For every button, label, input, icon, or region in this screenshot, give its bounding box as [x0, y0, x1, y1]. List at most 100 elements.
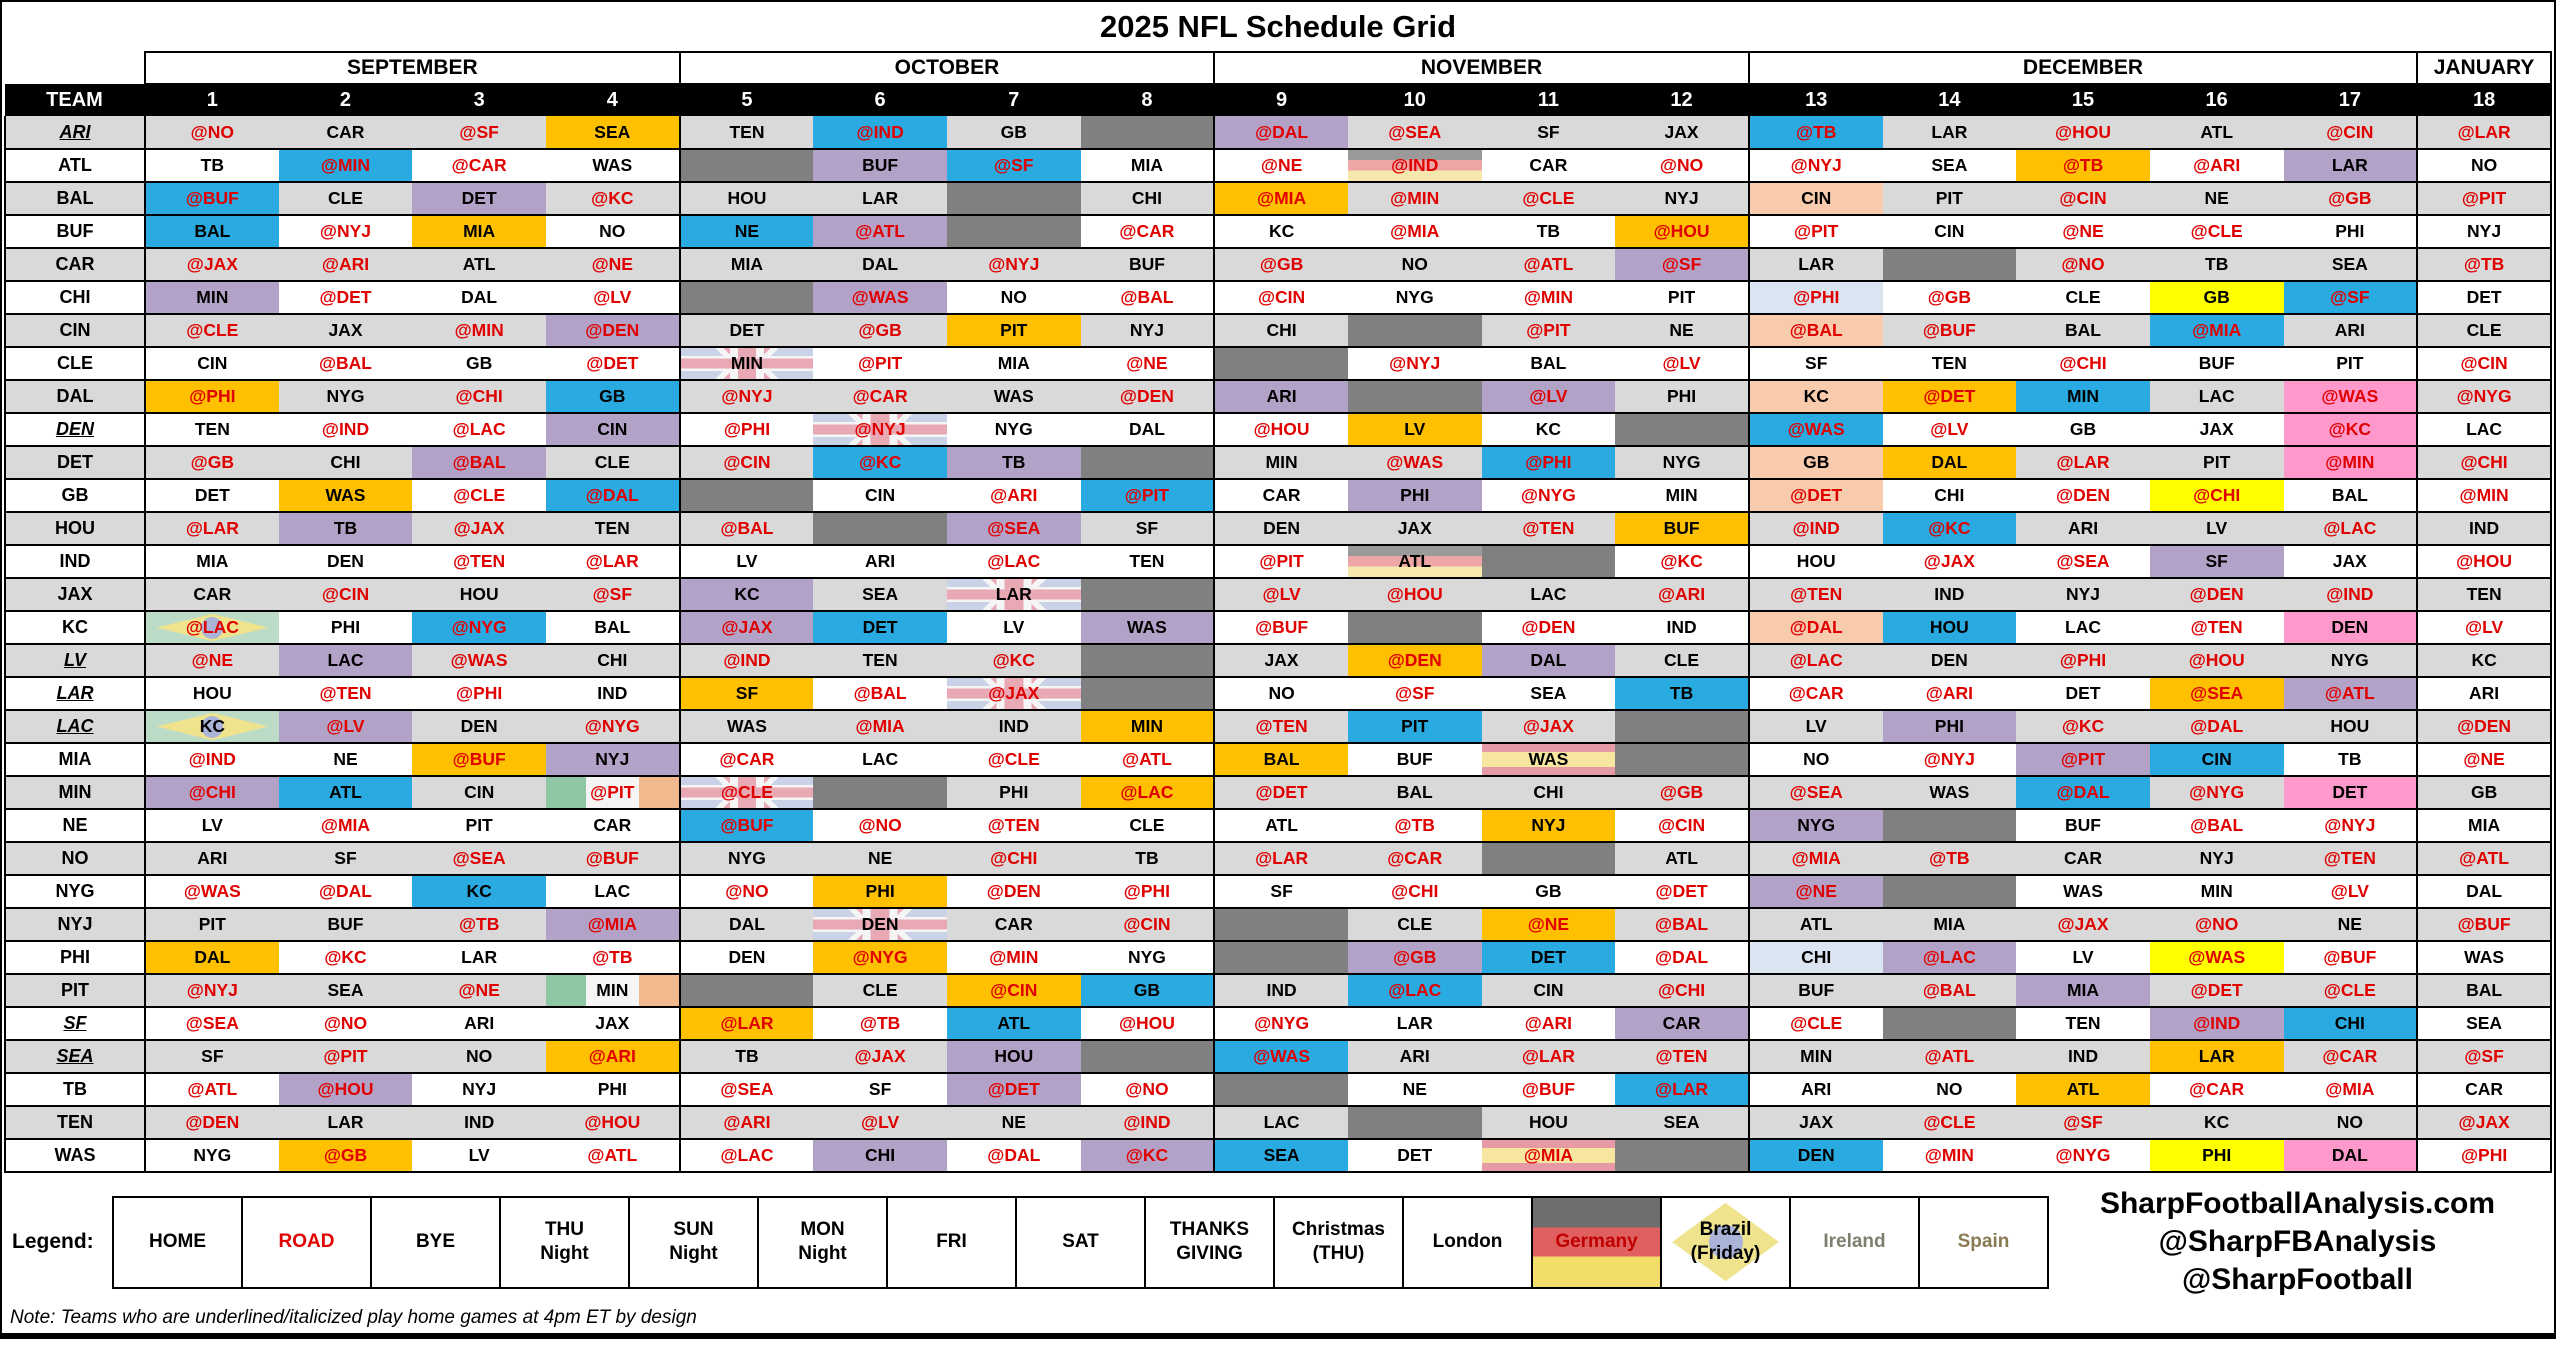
game-cell: @SEA	[2149, 677, 2284, 710]
opponent-label: MIN	[196, 287, 229, 307]
opponent-label: BUF	[2065, 815, 2101, 835]
team-abbr: ATL	[4, 149, 146, 182]
game-cell: @SF	[1348, 677, 1482, 710]
game-cell: @LAR	[1213, 842, 1348, 875]
opponent-label: DET	[2065, 683, 2101, 703]
opponent-label: LAC	[1263, 1112, 1300, 1132]
game-cell	[1080, 644, 1215, 677]
opponent-label: GB	[1535, 881, 1562, 901]
game-cell: @HOU	[2016, 116, 2150, 149]
opponent-label: ARI	[197, 848, 228, 868]
opponent-label: @CHI	[188, 782, 236, 802]
opponent-label: @NYG	[2189, 782, 2245, 802]
opponent-label: CHI	[865, 1145, 896, 1165]
legend-item-label: Germany	[1555, 1231, 1638, 1253]
opponent-label: ARI	[865, 551, 896, 571]
game-cell: DAL	[1081, 413, 1215, 446]
team-abbr: DAL	[4, 380, 146, 413]
game-cell: CHI	[279, 446, 413, 479]
opponent-label: LAC	[2065, 617, 2101, 637]
month-label: JANUARY	[2416, 51, 2552, 85]
team-row-HOU: HOU @LAR TB @JAX TEN @BAL @SEA SF DEN JAX @TEN BUF @…	[4, 512, 2552, 545]
game-cell: TEN	[2016, 1007, 2150, 1040]
opponent-label: @DEN	[986, 881, 1041, 901]
opponent-label: @SF	[2330, 287, 2370, 307]
game-cell: NYG	[1615, 446, 1749, 479]
opponent-label: @BUF	[720, 815, 774, 835]
game-cell: NYG	[1081, 941, 1215, 974]
game-cell: @LAC	[1882, 941, 2017, 974]
game-cell: @PHI	[678, 413, 814, 446]
game-cell	[678, 149, 814, 182]
game-cell: @GB	[144, 446, 279, 479]
game-cell: SF	[279, 842, 413, 875]
team-abbr: PHI	[4, 941, 146, 974]
opponent-label: @IND	[1792, 518, 1840, 538]
opponent-label: ATL	[2200, 121, 2234, 142]
opponent-label: @TEN	[2190, 617, 2243, 637]
game-cell: @BUF	[678, 809, 814, 842]
game-cell: @GB	[1213, 248, 1348, 281]
game-cell: @CHI	[144, 776, 279, 809]
game-cell: @IND	[2284, 578, 2418, 611]
opponent-label: @BUF	[185, 188, 239, 208]
game-cell: @CAR	[2150, 1073, 2284, 1106]
game-cell: BAL	[1482, 347, 1616, 380]
game-cell: @DEN	[545, 314, 680, 347]
game-cell: CLE	[1348, 908, 1482, 941]
game-cell: TEN	[2416, 578, 2552, 611]
opponent-label: DAL	[461, 287, 498, 307]
game-cell: PIT	[2284, 347, 2418, 380]
game-cell: PHI	[1615, 380, 1749, 413]
opponent-label: @CLE	[453, 485, 506, 505]
opponent-label: WAS	[592, 155, 633, 175]
opponent-label: DEN	[327, 551, 364, 571]
game-cell: @DEN	[1347, 644, 1482, 677]
game-cell: @NE	[2016, 215, 2150, 248]
game-cell: DET	[678, 314, 814, 347]
game-cell: @HOU	[278, 1073, 413, 1106]
opponent-label: @CIN	[1657, 815, 1706, 835]
game-cell: @NYG	[2150, 776, 2284, 809]
legend-item-label: MON Night	[798, 1219, 847, 1264]
opponent-label: @BUF	[452, 749, 506, 769]
opponent-label: PHI	[597, 1079, 627, 1099]
opponent-label: @KC	[324, 947, 367, 967]
opponent-label: PIT	[1401, 716, 1429, 736]
opponent-label: @SF	[1661, 254, 1702, 274]
game-cell: LAR	[2283, 149, 2418, 182]
opponent-label: KC	[2471, 650, 2497, 670]
game-cell: @JAX	[1883, 545, 2017, 578]
game-cell: @PIT	[1482, 314, 1616, 347]
team-abbr: MIN	[4, 776, 146, 809]
game-cell: JAX	[546, 1007, 680, 1040]
opponent-label: NO	[1936, 1079, 1963, 1099]
game-cell: NE	[2284, 908, 2418, 941]
opponent-label: @CHI	[1657, 980, 1706, 1000]
game-cell: @KC	[1615, 545, 1749, 578]
legend-item-sat: SAT	[1015, 1195, 1146, 1289]
team-row-IND: IND MIA DEN @TEN @LAR LV ARI @LAC TEN @PIT ATL @KC H…	[4, 545, 2552, 578]
opponent-label: PHI	[1934, 716, 1964, 736]
opponent-label: @HOU	[1253, 419, 1310, 439]
game-cell: @SEA	[412, 842, 546, 875]
game-cell: DEN	[1213, 512, 1348, 545]
week-number: 7	[946, 84, 1081, 116]
opponent-label: BAL	[1530, 353, 1567, 373]
game-cell: @TB	[2416, 248, 2552, 281]
opponent-label: WAS	[993, 386, 1034, 406]
game-cell: @PIT	[545, 776, 680, 809]
game-cell: DEN	[2283, 611, 2418, 644]
game-cell: LV	[1347, 413, 1482, 446]
opponent-label: @DET	[987, 1079, 1040, 1099]
game-cell: @DET	[2150, 974, 2284, 1007]
opponent-label: LV	[468, 1145, 490, 1165]
game-cell: GB	[1080, 974, 1215, 1007]
game-cell: LV	[2016, 941, 2150, 974]
opponent-label: @DEN	[185, 1112, 240, 1132]
opponent-label: @DET	[586, 353, 639, 373]
game-cell: @WAS	[813, 281, 947, 314]
game-cell: @NYJ	[813, 413, 947, 446]
team-row-LAR: LAR HOU @TEN @PHI IND SF @BAL @JAX NO @SF SEA TB @CA…	[4, 677, 2552, 710]
opponent-label: @CLE	[2323, 980, 2376, 1000]
